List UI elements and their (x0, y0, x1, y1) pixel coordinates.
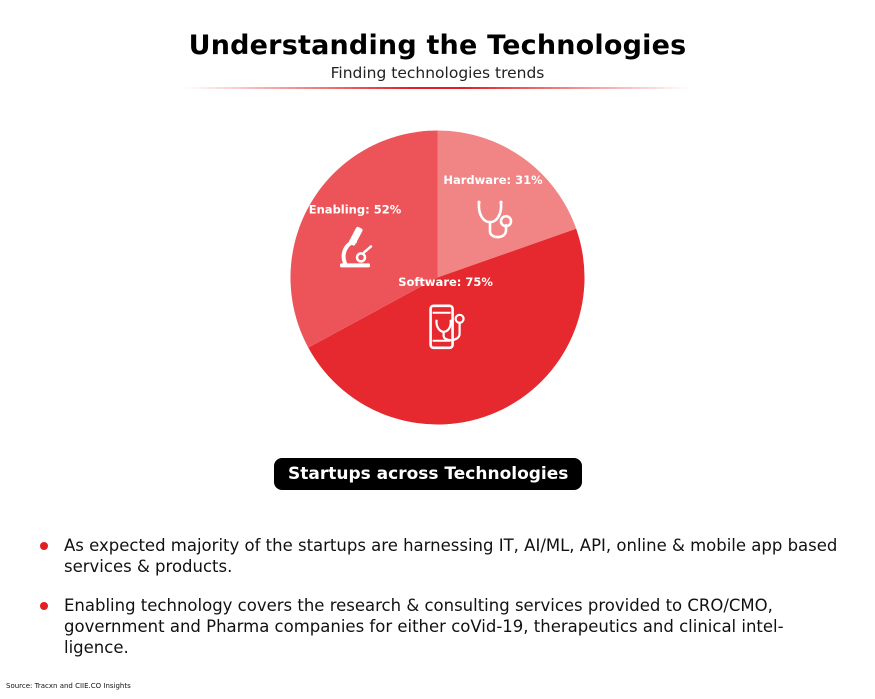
page-subtitle: Finding technologies trends (330, 64, 545, 82)
microscope-icon (340, 226, 373, 268)
pie-slice-software (308, 228, 585, 425)
pie-labels: Hardware: 31% Software: 75% Enabling: 52% (309, 173, 543, 289)
bullet-text: Enabling technology covers the research … (64, 596, 784, 657)
pie-icons (340, 200, 513, 350)
chart-caption: Startups across Technologies (274, 458, 583, 490)
pie-label-hardware: Hardware: 31% (443, 173, 543, 187)
bullet-text: As expected majority of the startups are… (64, 536, 838, 576)
pie-slices (290, 130, 585, 425)
source-note: Source: Tracxn and CIIE.CO Insights (6, 682, 131, 690)
pie-chart: Hardware: 31% Software: 75% Enabling: 52% (290, 130, 585, 425)
bullet-item: Enabling technology covers the research … (40, 595, 840, 658)
pie-label-enabling: Enabling: 52% (309, 202, 402, 216)
page-title: Understanding the Technologies (188, 30, 687, 61)
mobile-stethoscope-icon (429, 304, 465, 350)
bullet-item: As expected majority of the startups are… (40, 535, 840, 577)
bullet-list: As expected majority of the startups are… (40, 535, 840, 658)
pie-slice-hardware (437, 130, 577, 278)
pie-slice-enabling (290, 130, 438, 348)
title-divider (185, 87, 690, 89)
stethoscope-icon (477, 200, 513, 239)
bullet-dot (40, 602, 48, 610)
pie-label-software: Software: 75% (398, 275, 493, 289)
bullet-dot (40, 542, 48, 550)
